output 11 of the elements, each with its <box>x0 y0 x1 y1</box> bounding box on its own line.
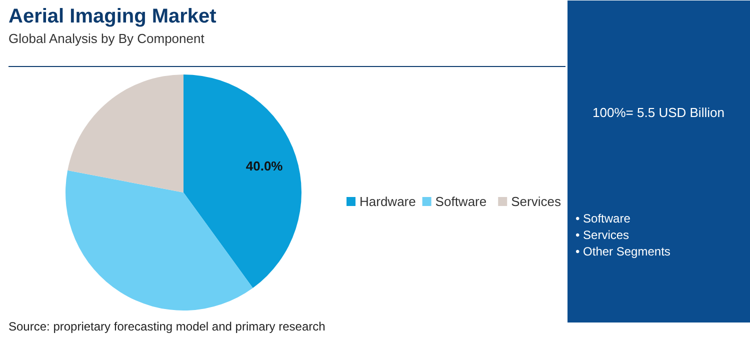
legend-label: Services <box>511 194 562 209</box>
text: • Other Segments <box>576 244 670 258</box>
legend-label: Software <box>435 194 487 209</box>
text: • Software <box>576 212 631 226</box>
source-note: Source: proprietary forecasting model and primary research <box>8 320 326 334</box>
data-label: 40.0% <box>246 158 284 174</box>
chart-subtitle: Global Analysis by By Component <box>8 31 205 46</box>
text: 100%= 5.5 USD Billion <box>592 105 724 120</box>
text: • Services <box>576 228 630 242</box>
chart-title: Aerial Imaging Market <box>8 6 217 28</box>
legend-label: Hardware <box>360 194 416 209</box>
